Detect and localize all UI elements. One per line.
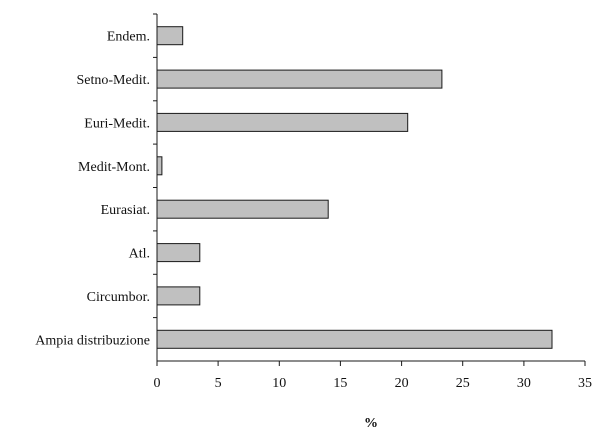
x-axis-title: % xyxy=(364,416,378,431)
x-tick-label-5: 25 xyxy=(456,376,470,391)
category-label-0: Endem. xyxy=(107,30,150,45)
bars-group xyxy=(156,26,553,349)
x-tick-labels: 0 5 10 15 20 25 30 35 xyxy=(154,376,593,391)
category-labels: Endem. Setno-Medit. Euri-Medit. Medit-Mont.… xyxy=(35,30,150,349)
category-label-2: Euri-Medit. xyxy=(84,116,150,131)
category-label-7: Ampia distribuzione xyxy=(35,333,150,348)
x-tick-label-2: 10 xyxy=(272,376,286,391)
category-label-5: Atl. xyxy=(129,247,150,262)
axes-group xyxy=(153,13,586,366)
x-tick-label-3: 15 xyxy=(333,376,347,391)
x-tick-label-1: 5 xyxy=(215,376,222,391)
x-tick-label-7: 35 xyxy=(578,376,592,391)
category-label-1: Setno-Medit. xyxy=(77,73,151,88)
bar-0 xyxy=(156,26,184,46)
x-tick-label-4: 20 xyxy=(395,376,409,391)
category-label-6: Circumbor. xyxy=(87,290,150,305)
bar-4 xyxy=(156,199,329,219)
bar-6 xyxy=(156,286,201,306)
bar-5 xyxy=(156,243,201,263)
category-label-4: Eurasiat. xyxy=(101,203,150,218)
x-tick-label-6: 30 xyxy=(517,376,531,391)
bar-7 xyxy=(156,329,553,349)
bar-2 xyxy=(156,112,409,132)
bar-3 xyxy=(156,156,163,176)
category-label-3: Medit-Mont. xyxy=(78,160,150,175)
bar-1 xyxy=(156,69,443,89)
x-tick-label-0: 0 xyxy=(154,376,161,391)
